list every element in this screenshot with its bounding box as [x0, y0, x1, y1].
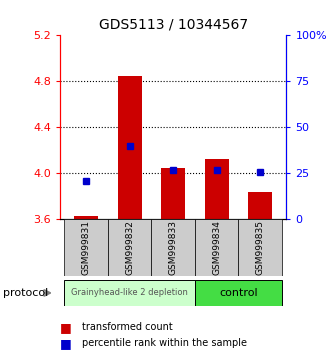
Bar — [161, 168, 185, 219]
Bar — [74, 216, 98, 219]
Text: GSM999832: GSM999832 — [125, 220, 134, 275]
Title: GDS5113 / 10344567: GDS5113 / 10344567 — [99, 17, 248, 32]
Text: ■: ■ — [60, 337, 72, 350]
Bar — [238, 219, 282, 276]
Bar — [195, 280, 282, 306]
Bar — [205, 159, 229, 219]
Bar — [64, 219, 108, 276]
Bar — [195, 219, 238, 276]
Text: transformed count: transformed count — [82, 322, 172, 332]
Text: GSM999833: GSM999833 — [168, 220, 178, 275]
Text: GSM999835: GSM999835 — [256, 220, 265, 275]
Bar — [64, 280, 195, 306]
Text: GSM999834: GSM999834 — [212, 220, 221, 275]
Bar — [248, 192, 272, 219]
Bar — [118, 76, 142, 219]
Text: protocol: protocol — [3, 288, 49, 298]
Text: GSM999831: GSM999831 — [82, 220, 91, 275]
Bar — [108, 219, 152, 276]
Text: control: control — [219, 288, 258, 298]
Bar — [152, 219, 195, 276]
Text: Grainyhead-like 2 depletion: Grainyhead-like 2 depletion — [71, 289, 188, 297]
Text: ■: ■ — [60, 321, 72, 334]
Text: percentile rank within the sample: percentile rank within the sample — [82, 338, 246, 348]
